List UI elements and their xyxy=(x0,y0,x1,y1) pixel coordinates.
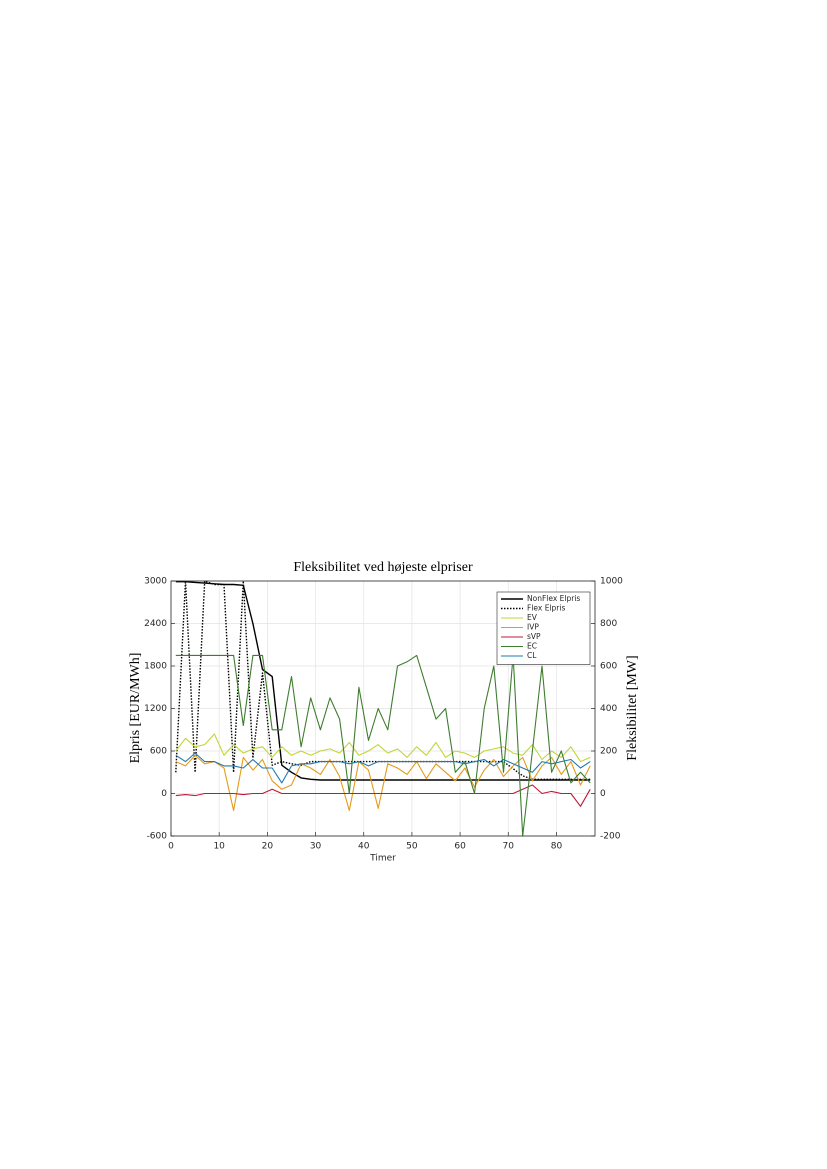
x-axis-label: Timer xyxy=(369,854,396,864)
y2-tick-label: 600 xyxy=(600,662,617,672)
y-tick-label: 1200 xyxy=(144,704,167,714)
legend-label: EV xyxy=(527,613,538,622)
series-line xyxy=(175,733,591,763)
series-line xyxy=(175,754,591,812)
y2-tick-label: 800 xyxy=(600,619,617,629)
legend-label: NonFlex Elpris xyxy=(527,594,580,603)
x-tick-label: 40 xyxy=(358,842,370,852)
y2-tick-label: 0 xyxy=(600,789,606,799)
y2-tick-label: -200 xyxy=(600,832,621,842)
series-line xyxy=(175,581,591,781)
x-tick-label: 10 xyxy=(213,842,225,852)
x-tick-label: 60 xyxy=(454,842,466,852)
y2-axis-label: Fleksibilitet [MW] xyxy=(625,655,640,760)
legend-label: Flex Elpris xyxy=(527,604,565,613)
y-tick-label: -600 xyxy=(147,832,168,842)
x-tick-label: 30 xyxy=(310,842,322,852)
y-tick-label: 600 xyxy=(150,747,167,757)
y2-tick-label: 400 xyxy=(600,704,617,714)
x-tick-label: 0 xyxy=(168,842,174,852)
legend-label: CL xyxy=(527,651,537,660)
y-tick-label: 0 xyxy=(161,789,167,799)
y2-tick-label: 200 xyxy=(600,747,617,757)
legend-box xyxy=(496,591,591,665)
x-tick-label: 50 xyxy=(406,842,418,852)
chart-title: Fleksibilitet ved højeste elpriser xyxy=(293,560,473,575)
y-tick-label: 1800 xyxy=(144,662,167,672)
y-tick-label: 3000 xyxy=(144,577,167,587)
y-axis-label: Elpris [EUR/MWh] xyxy=(128,653,143,764)
series-line xyxy=(175,654,591,837)
x-tick-label: 20 xyxy=(262,842,274,852)
legend-label: IVP xyxy=(527,623,539,632)
y-tick-label: 2400 xyxy=(144,619,167,629)
plot-frame xyxy=(170,580,596,837)
legend-label: sVP xyxy=(527,632,541,641)
series-line xyxy=(175,752,591,784)
series-line xyxy=(175,580,591,780)
x-tick-label: 70 xyxy=(503,842,515,852)
y2-tick-label: 1000 xyxy=(600,577,623,587)
legend-label: EC xyxy=(527,642,537,651)
x-tick-label: 80 xyxy=(551,842,563,852)
series-line xyxy=(175,784,591,807)
